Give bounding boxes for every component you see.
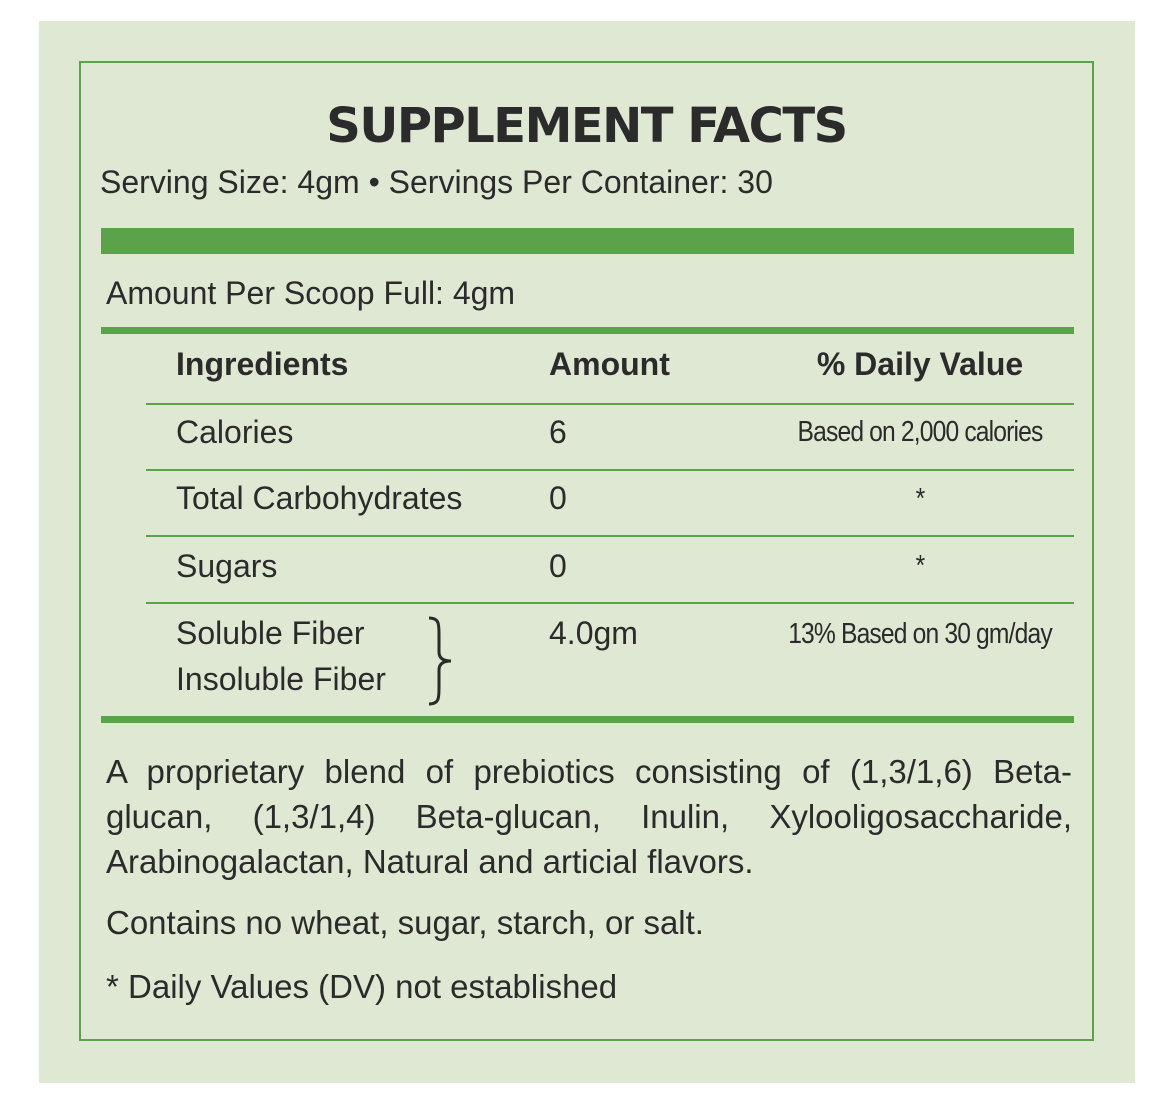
header-divider-bar bbox=[101, 228, 1074, 254]
table-top-rule bbox=[101, 327, 1074, 334]
allergen-note: Contains no wheat, sugar, starch, or sal… bbox=[106, 904, 704, 941]
daily-value-fiber: 13% Based on 30 gm/day bbox=[788, 618, 1052, 650]
column-header-amount: Amount bbox=[549, 346, 670, 382]
ingredient-sugars: Sugars bbox=[176, 548, 278, 584]
row-divider bbox=[146, 535, 1074, 537]
amount-total-carbohydrates: 0 bbox=[549, 480, 567, 516]
daily-value-total-carbohydrates: * bbox=[915, 483, 926, 515]
ingredient-calories: Calories bbox=[176, 414, 294, 450]
row-divider bbox=[146, 602, 1074, 604]
daily-value-calories: Based on 2,000 calories bbox=[797, 416, 1044, 448]
ingredient-insoluble-fiber: Insoluble Fiber bbox=[176, 661, 386, 697]
curly-brace-icon bbox=[428, 616, 452, 706]
ingredient-soluble-fiber: Soluble Fiber bbox=[176, 615, 365, 651]
ingredient-blend-note: A proprietary blend of prebiotics consis… bbox=[106, 753, 1072, 880]
label-border bbox=[79, 61, 1094, 1041]
amount-per-serving: Amount Per Scoop Full: 4gm bbox=[106, 275, 516, 311]
column-header-daily-value: % Daily Value bbox=[816, 346, 1024, 382]
amount-sugars: 0 bbox=[549, 548, 567, 584]
row-divider bbox=[146, 403, 1074, 405]
table-bottom-rule bbox=[101, 716, 1074, 723]
column-header-ingredients: Ingredients bbox=[176, 346, 349, 382]
row-divider bbox=[146, 469, 1074, 471]
daily-value-sugars: * bbox=[915, 550, 926, 582]
amount-fiber: 4.0gm bbox=[549, 615, 638, 651]
daily-value-footnote: * Daily Values (DV) not established bbox=[106, 968, 618, 1005]
amount-calories: 6 bbox=[549, 414, 567, 450]
ingredient-total-carbohydrates: Total Carbohydrates bbox=[176, 480, 463, 516]
serving-info: Serving Size: 4gm • Servings Per Contain… bbox=[100, 164, 773, 200]
label-title: SUPPLEMENT FACTS bbox=[326, 98, 848, 154]
label-background bbox=[39, 21, 1135, 1083]
